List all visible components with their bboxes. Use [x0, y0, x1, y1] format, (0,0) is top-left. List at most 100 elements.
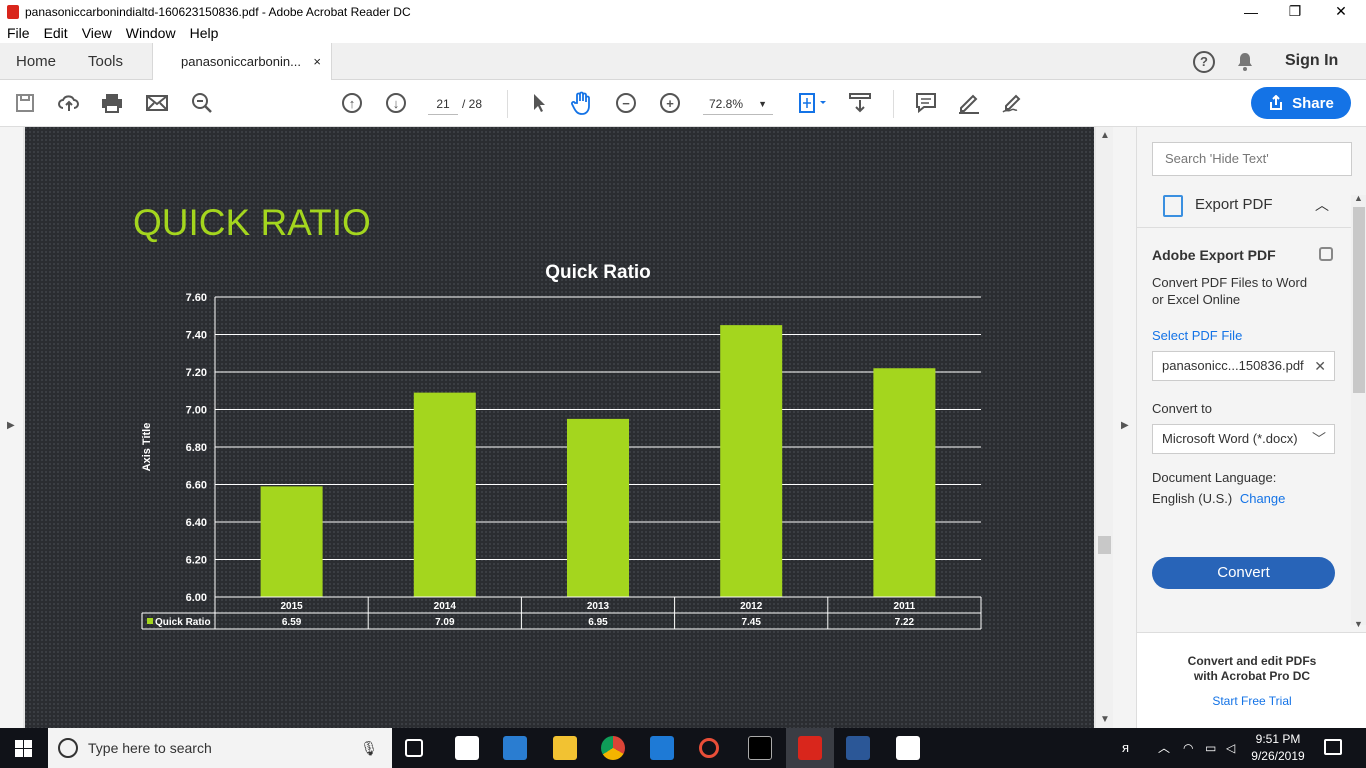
expand-left-icon: ▶: [7, 420, 15, 431]
toolbar-divider: [507, 90, 508, 118]
search-zoom-icon[interactable]: [190, 91, 214, 115]
print-icon[interactable]: [100, 91, 124, 115]
vscode-icon[interactable]: [650, 736, 674, 760]
bar-2013: [567, 418, 629, 597]
battery-icon[interactable]: ▭: [1205, 741, 1217, 755]
sign-in-link[interactable]: Sign In: [1285, 52, 1339, 69]
y-axis-label: Axis Title: [141, 423, 153, 472]
app-circle-icon[interactable]: [699, 738, 719, 758]
y-tick-label: 6.60: [186, 480, 207, 492]
scroll-up-icon[interactable]: ▲: [1354, 193, 1363, 203]
zoom-out-icon[interactable]: −: [614, 91, 638, 115]
people-icon[interactable]: ᴙ: [1122, 740, 1130, 755]
tab-home[interactable]: Home: [16, 53, 57, 70]
fit-page-icon[interactable]: [795, 91, 831, 115]
chrome-icon[interactable]: [601, 736, 625, 760]
email-icon[interactable]: [145, 91, 169, 115]
tab-document-label: panasoniccarbonin...: [181, 54, 301, 69]
volume-icon[interactable]: ◁: [1226, 741, 1236, 755]
tools-search-input[interactable]: Search 'Hide Text': [1152, 142, 1352, 176]
zoom-level-select[interactable]: 72.8% ▼: [703, 93, 773, 115]
file-explorer-icon[interactable]: [553, 736, 577, 760]
system-clock[interactable]: 9:51 PM 9/26/2019: [1240, 731, 1316, 765]
select-cursor-icon[interactable]: [527, 91, 551, 115]
format-select[interactable]: Microsoft Word (*.docx) ﹀: [1152, 424, 1335, 454]
chevron-up-icon[interactable]: ︿: [1315, 197, 1329, 213]
scrollbar-thumb[interactable]: [1353, 207, 1365, 393]
zoom-value: 72.8%: [709, 97, 744, 111]
tab-tools[interactable]: Tools: [88, 53, 124, 70]
taskbar-search-placeholder: Type here to search: [88, 740, 212, 756]
x-category-label: 2015: [280, 601, 303, 612]
right-panel-toggle[interactable]: ▶: [1113, 127, 1136, 728]
share-button[interactable]: Share: [1251, 87, 1351, 119]
upload-cloud-icon[interactable]: [57, 91, 81, 115]
close-tab-icon[interactable]: ×: [313, 54, 321, 69]
x-category-label: 2011: [894, 601, 916, 612]
title-bar: panasoniccarbonindialtd-160623150836.pdf…: [0, 0, 1366, 23]
convert-button[interactable]: Convert: [1152, 557, 1335, 589]
previous-page-icon[interactable]: ↑: [340, 91, 364, 115]
notifications-icon[interactable]: [1324, 739, 1342, 755]
menu-window[interactable]: Window: [125, 25, 176, 41]
highlight-pen-icon[interactable]: [957, 91, 981, 115]
select-pdf-file-label: Select PDF File: [1152, 328, 1243, 343]
scroll-mode-icon[interactable]: [848, 91, 872, 115]
windows-start-icon[interactable]: [15, 740, 32, 762]
store-icon[interactable]: [455, 736, 479, 760]
document-scrollbar[interactable]: ▲ ▼: [1096, 127, 1113, 728]
selected-file-field[interactable]: panasonicc...150836.pdf ✕: [1152, 351, 1335, 381]
taskbar-search-input[interactable]: Type here to search 🎙: [48, 728, 392, 768]
scrollbar-thumb[interactable]: [1098, 536, 1111, 554]
minimize-button[interactable]: —: [1244, 3, 1258, 20]
start-free-trial-link[interactable]: Start Free Trial: [1212, 694, 1292, 708]
menu-help[interactable]: Help: [189, 25, 219, 41]
legend-swatch: [147, 618, 153, 624]
sign-icon[interactable]: [1001, 91, 1025, 115]
bell-icon[interactable]: [1236, 52, 1254, 77]
page-number-input[interactable]: 21: [428, 93, 458, 115]
adobe-export-title: Adobe Export PDF: [1152, 247, 1276, 263]
task-view-icon[interactable]: [405, 739, 423, 757]
menu-view[interactable]: View: [81, 25, 112, 41]
restore-button[interactable]: ❐: [1288, 3, 1302, 19]
scroll-up-icon[interactable]: ▲: [1100, 130, 1110, 141]
hand-tool-icon[interactable]: [570, 91, 594, 115]
wifi-icon[interactable]: ◠: [1183, 741, 1194, 755]
terminal-icon[interactable]: [748, 736, 772, 760]
save-icon[interactable]: [13, 91, 37, 115]
photos-icon[interactable]: [896, 736, 920, 760]
help-icon[interactable]: ?: [1193, 51, 1215, 73]
chevron-up-icon[interactable]: ︿: [1158, 741, 1171, 755]
change-language-link[interactable]: Change: [1239, 491, 1286, 506]
scroll-down-icon[interactable]: ▼: [1354, 619, 1363, 629]
taskbar: Type here to search 🎙 ᴙ ︿ ◠ ▭ ◁ 9:51 PM …: [0, 728, 1366, 768]
bar-2015: [260, 486, 323, 597]
next-page-icon[interactable]: ↓: [384, 91, 408, 115]
panel-scrollbar[interactable]: ▲ ▼: [1351, 193, 1366, 629]
page-count: / 28: [462, 97, 483, 111]
pro-promo: Convert and edit PDFs with Acrobat Pro DC…: [1137, 632, 1366, 728]
slide-heading: QUICK RATIO: [133, 202, 371, 243]
left-panel-toggle[interactable]: ▶: [0, 127, 23, 728]
close-window-button[interactable]: ✕: [1335, 3, 1347, 19]
menu-file[interactable]: File: [7, 25, 30, 41]
menu-bar: File Edit View Window Help: [0, 23, 1366, 43]
menu-edit[interactable]: Edit: [43, 25, 68, 41]
microphone-icon[interactable]: 🎙: [360, 740, 378, 756]
word-icon[interactable]: [846, 736, 870, 760]
pdf-page: QUICK RATIO Quick Ratio Axis Title 7.60 7.4…: [25, 127, 1094, 728]
zoom-in-icon[interactable]: +: [658, 91, 682, 115]
comment-icon[interactable]: [914, 91, 938, 115]
clock-time: 9:51 PM: [1255, 732, 1301, 746]
export-pdf-icon: [1163, 195, 1183, 217]
export-pdf-header[interactable]: Export PDF: [1195, 196, 1273, 213]
chevron-down-icon: ▼: [758, 99, 767, 109]
remove-file-icon[interactable]: ✕: [1314, 358, 1326, 374]
copy-icon[interactable]: [1319, 247, 1333, 261]
y-tick-label: 7.00: [186, 405, 207, 417]
scroll-down-icon[interactable]: ▼: [1100, 714, 1110, 725]
app-icon[interactable]: [503, 736, 527, 760]
y-tick-label: 6.80: [186, 442, 207, 454]
tab-document[interactable]: panasoniccarbonin... ×: [152, 43, 332, 81]
